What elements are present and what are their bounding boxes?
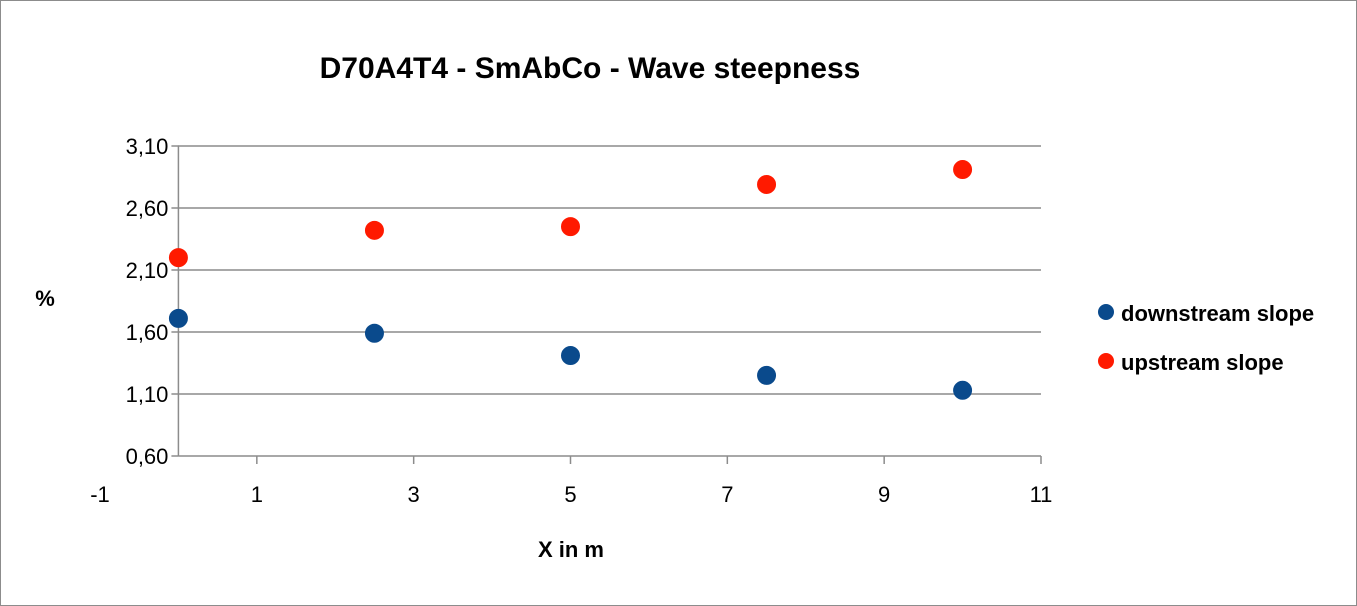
x-tick-label: -1 bbox=[90, 482, 110, 507]
x-axis-label: X in m bbox=[538, 537, 604, 562]
x-tick-label: 5 bbox=[564, 482, 576, 507]
data-point bbox=[364, 323, 384, 343]
x-tick-label: 9 bbox=[878, 482, 890, 507]
y-tick-label: 0,60 bbox=[126, 444, 169, 469]
legend: downstream slope upstream slope bbox=[1098, 301, 1314, 375]
legend-label: upstream slope bbox=[1121, 350, 1284, 375]
chart-title: D70A4T4 - SmAbCo - Wave steepness bbox=[320, 52, 861, 85]
series-1-points bbox=[168, 308, 973, 400]
y-tick-label: 2,10 bbox=[126, 258, 169, 283]
y-tick-label: 2,60 bbox=[126, 196, 169, 221]
x-tick-label: 7 bbox=[721, 482, 733, 507]
y-tick-label: 3,10 bbox=[126, 134, 169, 159]
data-point bbox=[561, 217, 580, 237]
legend-marker bbox=[1098, 304, 1114, 320]
x-tick-label: 1 bbox=[251, 482, 263, 507]
y-axis-label: % bbox=[35, 286, 55, 311]
y-tick-label: 1,60 bbox=[126, 320, 169, 345]
gridlines bbox=[178, 145, 1041, 395]
data-point bbox=[953, 380, 973, 400]
data-point bbox=[168, 248, 188, 268]
data-point bbox=[364, 220, 384, 240]
x-tick-label: 11 bbox=[1030, 482, 1053, 507]
data-points bbox=[168, 160, 973, 400]
y-tick-label: 1,10 bbox=[126, 382, 169, 407]
x-tick-label: 3 bbox=[408, 482, 420, 507]
series-2-points bbox=[168, 160, 973, 268]
data-point bbox=[168, 308, 188, 328]
data-point bbox=[561, 346, 580, 366]
tick-labels: 0,60 1,10 1,60 2,10 2,60 3,10 -1 1 3 5 7 9 11 bbox=[90, 134, 1052, 507]
data-point bbox=[757, 174, 777, 194]
data-point bbox=[757, 365, 777, 385]
axes bbox=[171, 145, 1042, 464]
legend-marker bbox=[1098, 353, 1114, 369]
data-point bbox=[953, 160, 973, 180]
legend-label: downstream slope bbox=[1121, 301, 1314, 326]
